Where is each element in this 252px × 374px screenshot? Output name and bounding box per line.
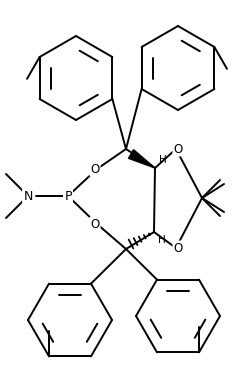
Text: O: O — [173, 242, 183, 254]
Text: O: O — [90, 162, 100, 175]
Polygon shape — [129, 150, 155, 168]
Text: O: O — [90, 218, 100, 230]
Text: P: P — [64, 190, 72, 202]
Text: N: N — [23, 190, 33, 202]
Text: O: O — [173, 142, 183, 156]
Text: H: H — [158, 235, 166, 245]
Text: H: H — [159, 155, 167, 165]
